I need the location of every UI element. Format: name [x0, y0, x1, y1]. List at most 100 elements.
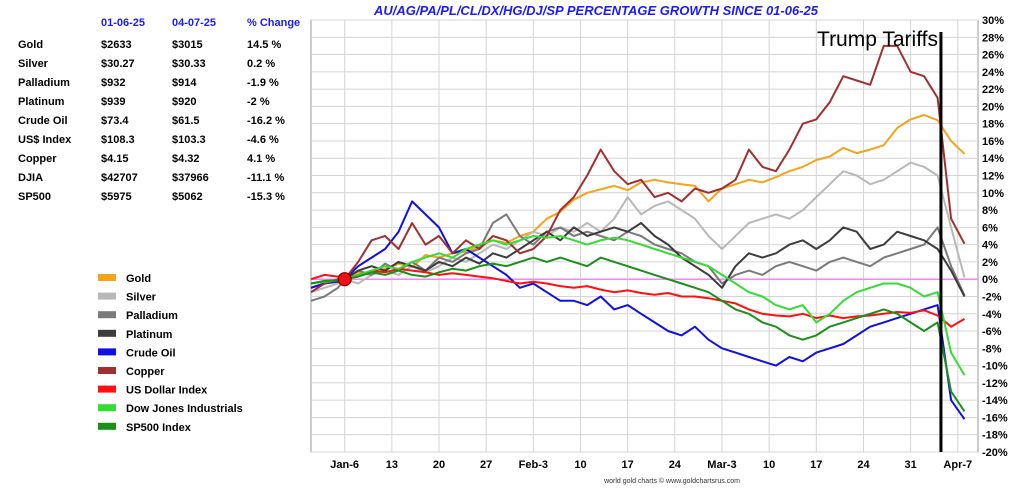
- y-tick-label: 10%: [982, 188, 1004, 200]
- y-tick-label: 30%: [982, 15, 1004, 27]
- plot-frame: [310, 19, 979, 453]
- table-cell: $61.5: [172, 115, 200, 127]
- y-tick-label: -8%: [982, 343, 1002, 355]
- series-line-sp500-index: [310, 256, 966, 412]
- plot-area: [310, 19, 979, 453]
- y-tick-label: -12%: [982, 378, 1008, 390]
- data-table: 01-06-25 04-07-25 % Change Gold $2633 $3015 14…: [18, 17, 300, 203]
- table-cell: $30.27: [101, 58, 135, 70]
- series-line-gold: [310, 114, 966, 289]
- table-cell: -2 %: [247, 96, 270, 108]
- table-header: % Change: [247, 17, 300, 29]
- credit-text: world gold charts © www.goldchartsrus.co…: [603, 477, 740, 485]
- table-cell: 0.2 %: [247, 58, 275, 70]
- x-tick-label: 17: [622, 459, 634, 471]
- table-row-label: Platinum: [18, 96, 65, 108]
- legend-label: US Dollar Index: [126, 385, 208, 397]
- legend-swatch: [98, 311, 116, 319]
- table-cell: $3015: [172, 39, 203, 51]
- y-tick-label: -14%: [982, 395, 1008, 407]
- legend-swatch: [98, 329, 116, 337]
- y-tick-label: 14%: [982, 153, 1004, 165]
- y-tick-label: 18%: [982, 119, 1004, 131]
- table-row-label: Gold: [18, 39, 43, 51]
- legend: Gold Silver Palladium Platinum Crude Oil Copp…: [98, 273, 243, 434]
- table-cell: -16.2 %: [247, 115, 285, 127]
- table-cell: -15.3 %: [247, 191, 285, 203]
- legend-label: SP500 Index: [126, 422, 192, 434]
- x-tick-label: 13: [386, 459, 398, 471]
- y-tick-label: -20%: [982, 447, 1008, 459]
- x-tick-label: Jan-6: [330, 459, 359, 471]
- series-line-us-dollar-index: [310, 267, 966, 328]
- table-cell: $932: [101, 77, 125, 89]
- legend-swatch: [98, 292, 116, 300]
- legend-swatch: [98, 367, 116, 374]
- series-lines: [310, 44, 966, 420]
- x-tick-label: 17: [810, 459, 822, 471]
- y-tick-label: -18%: [982, 430, 1008, 442]
- y-tick-label: -4%: [982, 309, 1002, 321]
- legend-label: Platinum: [126, 329, 173, 341]
- table-row-label: SP500: [18, 191, 51, 203]
- series-line-dow-jones-industrials: [310, 235, 966, 376]
- table-cell: $42707: [101, 172, 138, 184]
- table-cell: $5975: [101, 191, 132, 203]
- table-cell: -1.9 %: [247, 77, 279, 89]
- table-header: 01-06-25: [101, 17, 145, 29]
- table-cell: $914: [172, 77, 197, 89]
- table-cell: $4.15: [101, 153, 129, 165]
- table-row-label: US$ Index: [18, 134, 72, 146]
- y-tick-label: 8%: [982, 205, 998, 217]
- y-tick-label: -10%: [982, 361, 1008, 373]
- origin-marker-group: [337, 272, 352, 287]
- y-tick-label: -6%: [982, 326, 1002, 338]
- series-line-copper: [310, 44, 966, 294]
- y-tick-label: 0%: [982, 274, 998, 286]
- legend-swatch: [98, 422, 116, 430]
- table-row-label: Copper: [18, 153, 57, 165]
- table-cell: $103.3: [172, 134, 206, 146]
- y-tick-label: 28%: [982, 32, 1004, 44]
- table-cell: $2633: [101, 39, 132, 51]
- x-tick-label: Mar-3: [707, 459, 736, 471]
- origin-marker: [337, 272, 352, 287]
- y-tick-label: 22%: [982, 84, 1004, 96]
- y-tick-label: 2%: [982, 257, 998, 269]
- y-tick-label: 24%: [982, 67, 1004, 79]
- table-cell: $4.32: [172, 153, 200, 165]
- table-cell: -11.1 %: [247, 172, 285, 184]
- x-tick-label: Feb-3: [519, 459, 548, 471]
- table-header: 04-07-25: [172, 17, 216, 29]
- chart-title: AU/AG/PA/PL/CL/DX/HG/DJ/SP PERCENTAGE GR…: [373, 3, 819, 18]
- legend-swatch: [98, 404, 116, 412]
- x-tick-label: 27: [480, 459, 492, 471]
- legend-label: Dow Jones Industrials: [126, 403, 243, 415]
- table-cell: $5062: [172, 191, 203, 203]
- legend-swatch: [98, 385, 116, 393]
- y-tick-label: -2%: [982, 291, 1002, 303]
- y-tick-label: 4%: [982, 240, 998, 252]
- legend-swatch: [98, 348, 116, 356]
- table-cell: 4.1 %: [247, 153, 275, 165]
- x-tick-label: 10: [574, 459, 586, 471]
- table-cell: 14.5 %: [247, 39, 281, 51]
- x-tick-label: 20: [433, 459, 445, 471]
- legend-label: Crude Oil: [126, 347, 176, 359]
- series-line-platinum: [310, 222, 966, 297]
- annotation-group: Trump Tariffs: [817, 28, 943, 452]
- legend-label: Gold: [126, 273, 151, 285]
- y-tick-label: 6%: [982, 222, 998, 234]
- table-cell: $30.33: [172, 58, 206, 70]
- legend-label: Palladium: [126, 310, 178, 322]
- table-row-label: DJIA: [18, 172, 43, 184]
- table-cell: $37966: [172, 172, 209, 184]
- x-tick-label: 31: [905, 459, 917, 471]
- y-tick-label: 20%: [982, 101, 1004, 113]
- table-row-label: Silver: [18, 58, 49, 70]
- y-tick-label: -16%: [982, 412, 1008, 424]
- annotation-label: Trump Tariffs: [817, 28, 938, 51]
- table-row-label: Palladium: [18, 77, 70, 89]
- x-axis: Jan-6 13 20 27 Feb-3 10 17 24 Mar-3 10 17 24 31 Apr-7: [330, 459, 972, 471]
